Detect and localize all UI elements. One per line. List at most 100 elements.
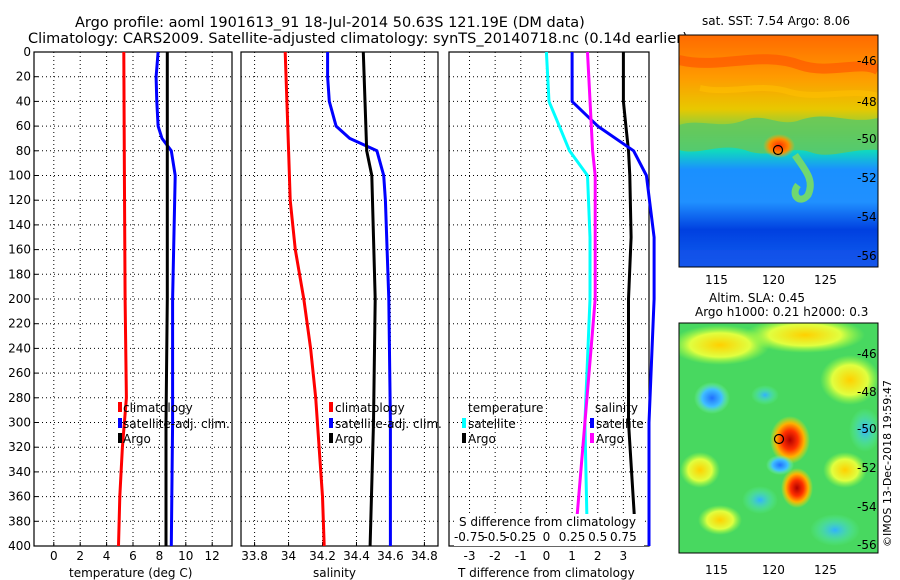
lat-tick: -54 <box>857 210 877 224</box>
depth-tick-label: 80 <box>16 144 31 158</box>
depth-tick-label: 300 <box>8 416 31 430</box>
salinity-series <box>283 51 392 547</box>
legend-temperature-title: temperature <box>468 401 543 415</box>
sla-map-frame <box>678 322 879 554</box>
temperature-axis-ticks: 0 2 4 6 8 10 12 <box>50 542 220 563</box>
x-tick-label: 0 <box>543 549 551 563</box>
s-diff-tick-label: -0.5 <box>483 530 506 544</box>
legend-swatch-satellite <box>118 418 122 428</box>
legend-swatch-t-satellite <box>462 418 466 428</box>
legend-swatch-climatology <box>118 402 122 412</box>
sla-argo-location-marker <box>773 433 785 445</box>
depth-axis-labels: 0 20 40 60 80 100 120 140 160 180 200 220 240 260 280 3… <box>8 45 38 553</box>
s-difference-axis-backdrop <box>454 514 644 546</box>
temperature-legend: climatology satellite-adj. clim. Argo <box>118 401 230 446</box>
salinity-plot-frame <box>240 51 439 547</box>
x-tick-label: 2 <box>76 549 84 563</box>
legend-swatch-t-argo <box>462 433 466 443</box>
salinity-legend: climatology satellite-adj. clim. Argo <box>329 401 442 446</box>
sst-argo-location-marker <box>772 144 784 156</box>
s-diff-tick-label: -0.25 <box>505 530 536 544</box>
legend-t-satellite-label: satellite <box>468 417 516 431</box>
x-tick-label: 34.2 <box>309 549 336 563</box>
sla-map-title-line-2: Argo h1000: 0.21 h2000: 0.3 <box>695 305 868 319</box>
sst-map-title: sat. SST: 7.54 Argo: 8.06 <box>702 14 850 28</box>
s-difference-axis-label: S difference from climatology <box>459 515 636 529</box>
depth-tick-label: 320 <box>8 440 31 454</box>
s-diff-tick-label: -0.75 <box>454 530 485 544</box>
s-difference-axis-ticks: -0.75-0.5-0.25 0 0.25 0.5 0.75 <box>454 530 637 544</box>
x-tick-label: 4 <box>103 549 111 563</box>
sst-map-lat-ticks: -46 -48 -50 -52 -54 -56 <box>857 54 877 263</box>
lat-tick: -50 <box>857 132 877 146</box>
x-tick-label: -2 <box>489 549 501 563</box>
salinity-grid <box>241 52 438 546</box>
series-line-argo <box>361 51 377 547</box>
lat-tick: -56 <box>857 249 877 263</box>
legend-swatch-s-satellite <box>590 418 594 428</box>
depth-tick-label: 240 <box>8 341 31 355</box>
salinity-axis-ticks: 33.8 34 34.2 34.4 34.6 34.8 <box>241 542 438 563</box>
legend-satellite-label: satellite-adj. clim. <box>335 417 442 431</box>
salinity-panel: 33.8 34 34.2 34.4 34.6 34.8 salinity climatol… <box>240 51 442 580</box>
lon-tick: 125 <box>814 563 837 577</box>
depth-tick-label: 400 <box>8 539 31 553</box>
t-difference-axis-label: T difference from climatology <box>457 566 635 580</box>
depth-tick-label: 340 <box>8 465 31 479</box>
x-tick-label: 33.8 <box>241 549 268 563</box>
legend-swatch-s-argo <box>590 433 594 443</box>
x-tick-label: 34.6 <box>377 549 404 563</box>
s-diff-tick-label: 0.5 <box>588 530 607 544</box>
depth-tick-label: 260 <box>8 366 31 380</box>
legend-climatology-label: climatology <box>123 401 193 415</box>
x-tick-label: 8 <box>156 549 164 563</box>
imos-credit: ©IMOS 13-Dec-2018 19:59:47 <box>881 380 894 547</box>
series-line-argo <box>164 52 169 546</box>
salinity-axis-label: salinity <box>313 566 356 580</box>
legend-salinity-title: salinity <box>595 401 638 415</box>
lat-tick: -48 <box>857 385 877 399</box>
s-diff-tick-label: 0.25 <box>559 530 586 544</box>
sla-map-lon-ticks: 115 120 125 <box>705 563 837 577</box>
x-tick-label: 3 <box>620 549 628 563</box>
depth-tick-label: 60 <box>16 119 31 133</box>
lon-tick: 115 <box>705 273 728 287</box>
series-line-temperature-satellite <box>544 51 592 547</box>
legend-t-argo-label: Argo <box>468 432 496 446</box>
depth-tick-label: 380 <box>8 514 31 528</box>
depth-tick-label: 220 <box>8 317 31 331</box>
depth-tick-label: 160 <box>8 243 31 257</box>
x-tick-label: 12 <box>205 549 220 563</box>
sla-map-panel: Altim. SLA: 0.45 Argo h1000: 0.21 h2000:… <box>678 291 879 577</box>
lat-tick: -52 <box>857 171 877 185</box>
sst-map-image <box>679 35 878 267</box>
difference-legend-salinity: salinity satellite Argo <box>590 401 644 446</box>
temperature-axis-label: temperature (deg C) <box>69 566 192 580</box>
legend-swatch-argo <box>118 433 122 443</box>
temperature-series <box>117 51 177 547</box>
legend-s-satellite-label: satellite <box>596 417 644 431</box>
lat-tick: -46 <box>857 347 877 361</box>
depth-tick-label: 360 <box>8 490 31 504</box>
series-line-climatology <box>283 51 326 547</box>
sla-map-image <box>679 323 878 553</box>
x-tick-label: -3 <box>464 549 476 563</box>
difference-panel: -3 -2 -1 0 1 2 3 S difference from climatology… <box>448 51 656 580</box>
depth-tick-label: 120 <box>8 193 31 207</box>
x-tick-label: 34.4 <box>343 549 370 563</box>
x-tick-label: 2 <box>594 549 602 563</box>
depth-tick-label: 0 <box>23 45 31 59</box>
lon-tick: 115 <box>705 563 728 577</box>
title-line-2: Climatology: CARS2009. Satellite-adjuste… <box>28 31 688 47</box>
sst-map-lon-ticks: 115 120 125 <box>705 273 837 287</box>
sla-map-title-line-1: Altim. SLA: 0.45 <box>709 291 805 305</box>
sst-map-frame <box>678 34 879 268</box>
lat-tick: -52 <box>857 461 877 475</box>
legend-argo-label: Argo <box>123 432 151 446</box>
series-line-temperature-argo <box>621 52 638 547</box>
lon-tick: 125 <box>814 273 837 287</box>
x-tick-label: 6 <box>129 549 137 563</box>
lon-tick: 120 <box>762 563 785 577</box>
x-tick-label: 1 <box>568 549 576 563</box>
legend-argo-label: Argo <box>335 432 363 446</box>
